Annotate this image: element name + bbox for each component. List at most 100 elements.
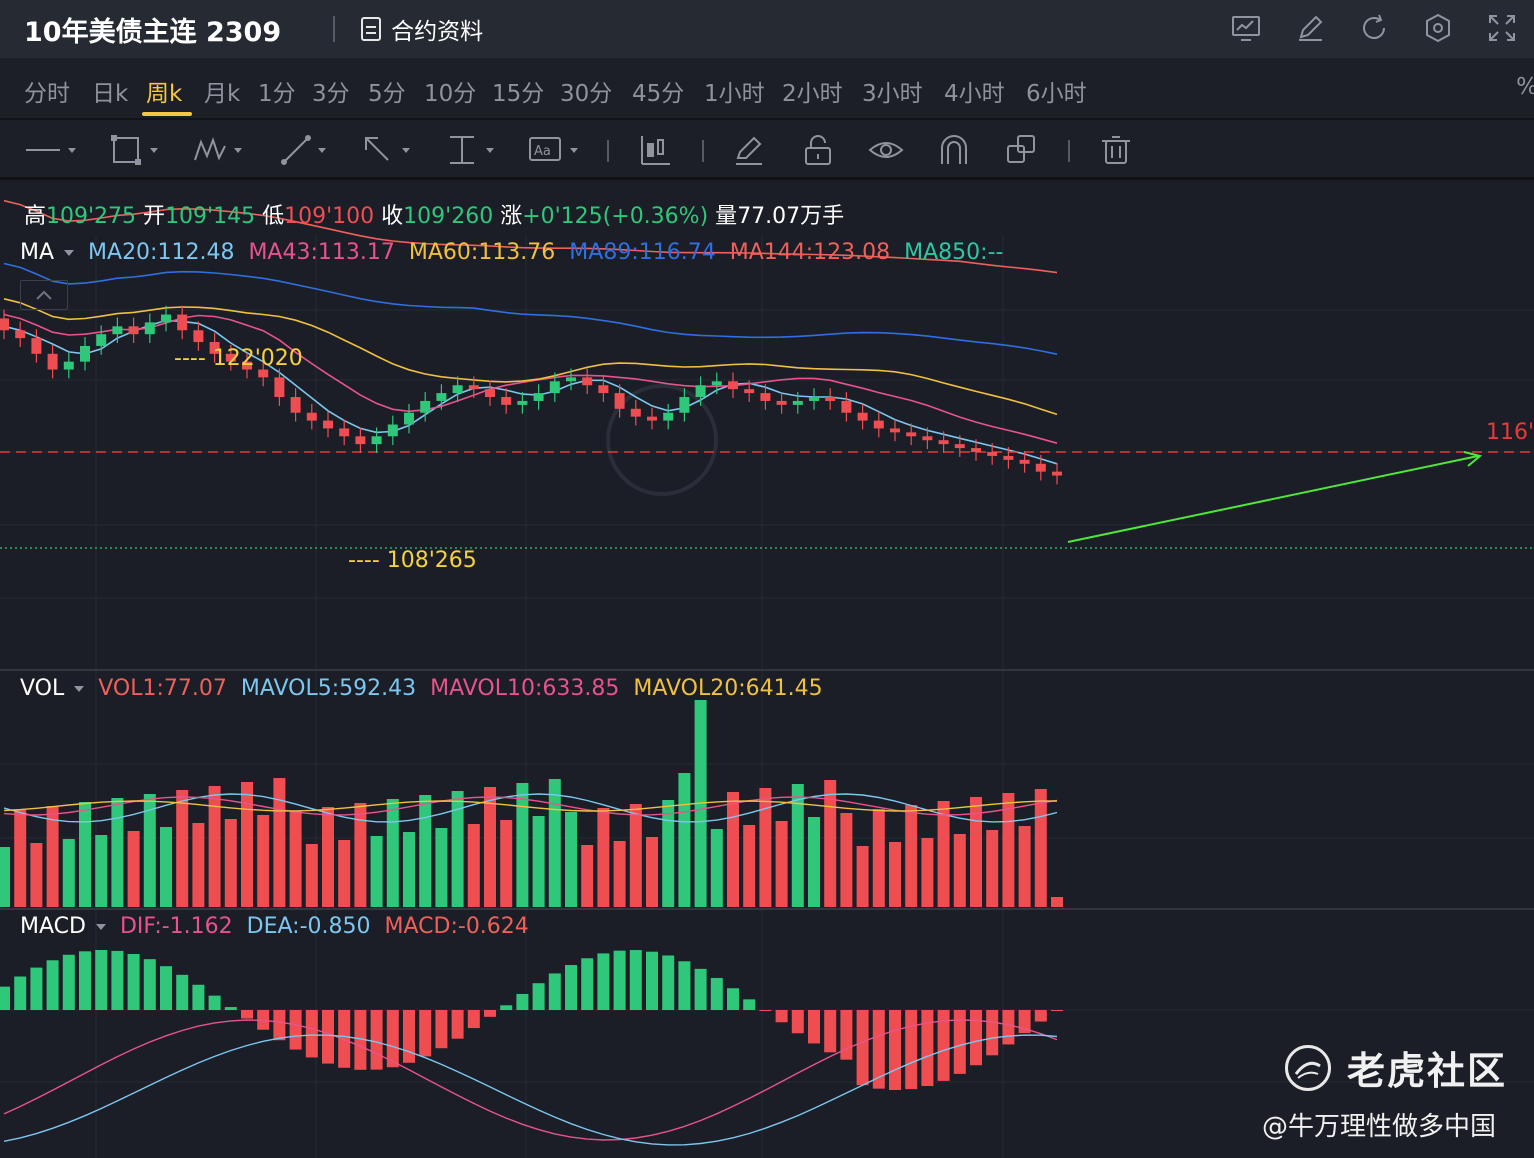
macd-bar-59	[953, 1010, 966, 1074]
volume-label: 量	[715, 204, 738, 229]
volume-bar-24	[386, 799, 399, 907]
candle-body-58	[938, 440, 949, 445]
candle-body-10	[161, 314, 171, 323]
volume-bar-17	[273, 778, 286, 907]
candle-body-35	[566, 377, 576, 382]
settings-icon[interactable]	[1420, 10, 1456, 46]
period-tab-6[interactable]: 5分	[368, 81, 406, 107]
macd-bar-40	[646, 951, 658, 1010]
drawing-toolbar: Aa	[0, 120, 1534, 180]
arrow-tool-icon[interactable]	[362, 134, 418, 166]
low-label: 低	[262, 204, 285, 229]
candle-body-12	[193, 330, 204, 343]
period-tab-11[interactable]: 1小时	[704, 81, 765, 107]
rectangle-tool-icon[interactable]	[110, 134, 166, 166]
period-tab-12[interactable]: 2小时	[782, 81, 843, 107]
macd-bar-42	[678, 961, 691, 1010]
period-tab-5[interactable]: 3分	[312, 81, 350, 107]
macd-legend-item-1: DEA:-0.850	[246, 914, 371, 939]
ma-legend-item-3: MA89:116.74	[569, 240, 716, 265]
trendline-tool-icon[interactable]	[280, 134, 336, 166]
indicator-tool-icon[interactable]	[640, 134, 672, 166]
period-tab-15[interactable]: 6小时	[1026, 81, 1087, 107]
macd-bar-6	[95, 950, 108, 1010]
volume-bar-21	[338, 840, 351, 907]
text-tool-icon[interactable]: Aa	[528, 134, 588, 166]
volume-bar-13	[208, 786, 221, 907]
macd-bar-22	[354, 1010, 367, 1070]
measure-tool-icon[interactable]	[448, 134, 504, 166]
contract-info-label: 合约资料	[391, 19, 484, 45]
ma-legend-item-4: MA144:123.08	[729, 240, 891, 265]
volume-bar-61	[986, 830, 999, 907]
candle-body-9	[144, 322, 155, 335]
volume-bar-28	[451, 791, 464, 907]
chevron-up-icon	[36, 290, 52, 300]
volume-bar-65	[1051, 897, 1063, 907]
macd-bar-54	[872, 1010, 885, 1089]
volume-bar-37	[597, 808, 610, 907]
macd-bar-37	[597, 953, 610, 1010]
period-tab-10[interactable]: 45分	[632, 81, 685, 107]
candle-body-38	[614, 393, 625, 409]
period-tab-4[interactable]: 1分	[258, 81, 296, 107]
dea-line	[3, 1034, 1058, 1146]
vol-legend-item-0: VOL1:77.07	[98, 676, 227, 701]
macd-bar-39	[629, 950, 642, 1010]
period-tab-0[interactable]: 分时	[24, 81, 70, 107]
chart-area[interactable]	[0, 183, 1534, 1158]
period-tab-2[interactable]: 周k	[146, 81, 183, 107]
fullscreen-icon[interactable]	[1484, 10, 1520, 46]
vol-indicator-selector[interactable]: VOL	[20, 676, 85, 701]
volume-bar-56	[905, 805, 918, 907]
period-tab-14[interactable]: 4小时	[944, 81, 1005, 107]
pen-tool-icon[interactable]	[734, 134, 766, 166]
lock-icon[interactable]	[802, 134, 834, 166]
eye-icon[interactable]	[868, 134, 904, 166]
period-tab-13[interactable]: 3小时	[862, 81, 923, 107]
macd-bar-15	[241, 1010, 253, 1019]
volume-bar-34	[548, 779, 561, 907]
volume-bar-49	[791, 784, 804, 907]
magnet-icon[interactable]	[938, 134, 970, 166]
macd-bar-2	[30, 967, 43, 1010]
contract-info-button[interactable]: 合约资料	[361, 12, 483, 46]
volume-bar-48	[775, 821, 788, 907]
macd-indicator-selector[interactable]: MACD	[20, 914, 106, 939]
macd-bar-0	[0, 986, 10, 1010]
line-tool-icon[interactable]	[24, 134, 80, 166]
ma89-line	[3, 262, 1058, 355]
refresh-icon[interactable]	[1356, 10, 1392, 46]
collapse-button[interactable]	[20, 280, 68, 310]
period-tab-3[interactable]: 月k	[204, 81, 241, 107]
top-bar: 10年美债主连 2309 合约资料	[0, 0, 1534, 58]
candle-body-34	[549, 381, 560, 394]
kline-chart[interactable]	[0, 183, 1534, 1158]
ma-indicator-selector[interactable]: MA	[20, 240, 75, 265]
edit-icon[interactable]	[1292, 10, 1328, 46]
macd-bar-50	[808, 1010, 820, 1044]
copy-icon[interactable]	[1006, 134, 1038, 166]
volume-bar-39	[629, 804, 642, 907]
macd-bar-9	[143, 959, 156, 1010]
macd-bar-57	[921, 1010, 934, 1087]
candle-body-46	[744, 389, 755, 394]
period-tab-7[interactable]: 10分	[424, 81, 477, 107]
ma-indicator-name: MA	[20, 240, 55, 265]
pattern-tool-icon[interactable]	[192, 134, 252, 166]
period-tab-9[interactable]: 30分	[560, 81, 613, 107]
period-tab-1[interactable]: 日k	[92, 81, 129, 107]
chart-icon[interactable]	[1228, 10, 1264, 46]
candle-body-2	[31, 338, 42, 354]
chevron-down-icon	[95, 923, 106, 930]
volume-bar-41	[662, 800, 675, 907]
percent-toggle[interactable]: %	[1516, 74, 1534, 100]
candle-body-7	[112, 326, 123, 335]
candle-body-26	[420, 400, 431, 413]
trash-icon[interactable]	[1100, 134, 1132, 166]
candle-body-22	[355, 436, 366, 445]
volume-bar-4	[62, 839, 75, 907]
macd-bar-26	[419, 1010, 432, 1057]
candle-body-44	[711, 381, 722, 386]
period-tab-8[interactable]: 15分	[492, 81, 545, 107]
